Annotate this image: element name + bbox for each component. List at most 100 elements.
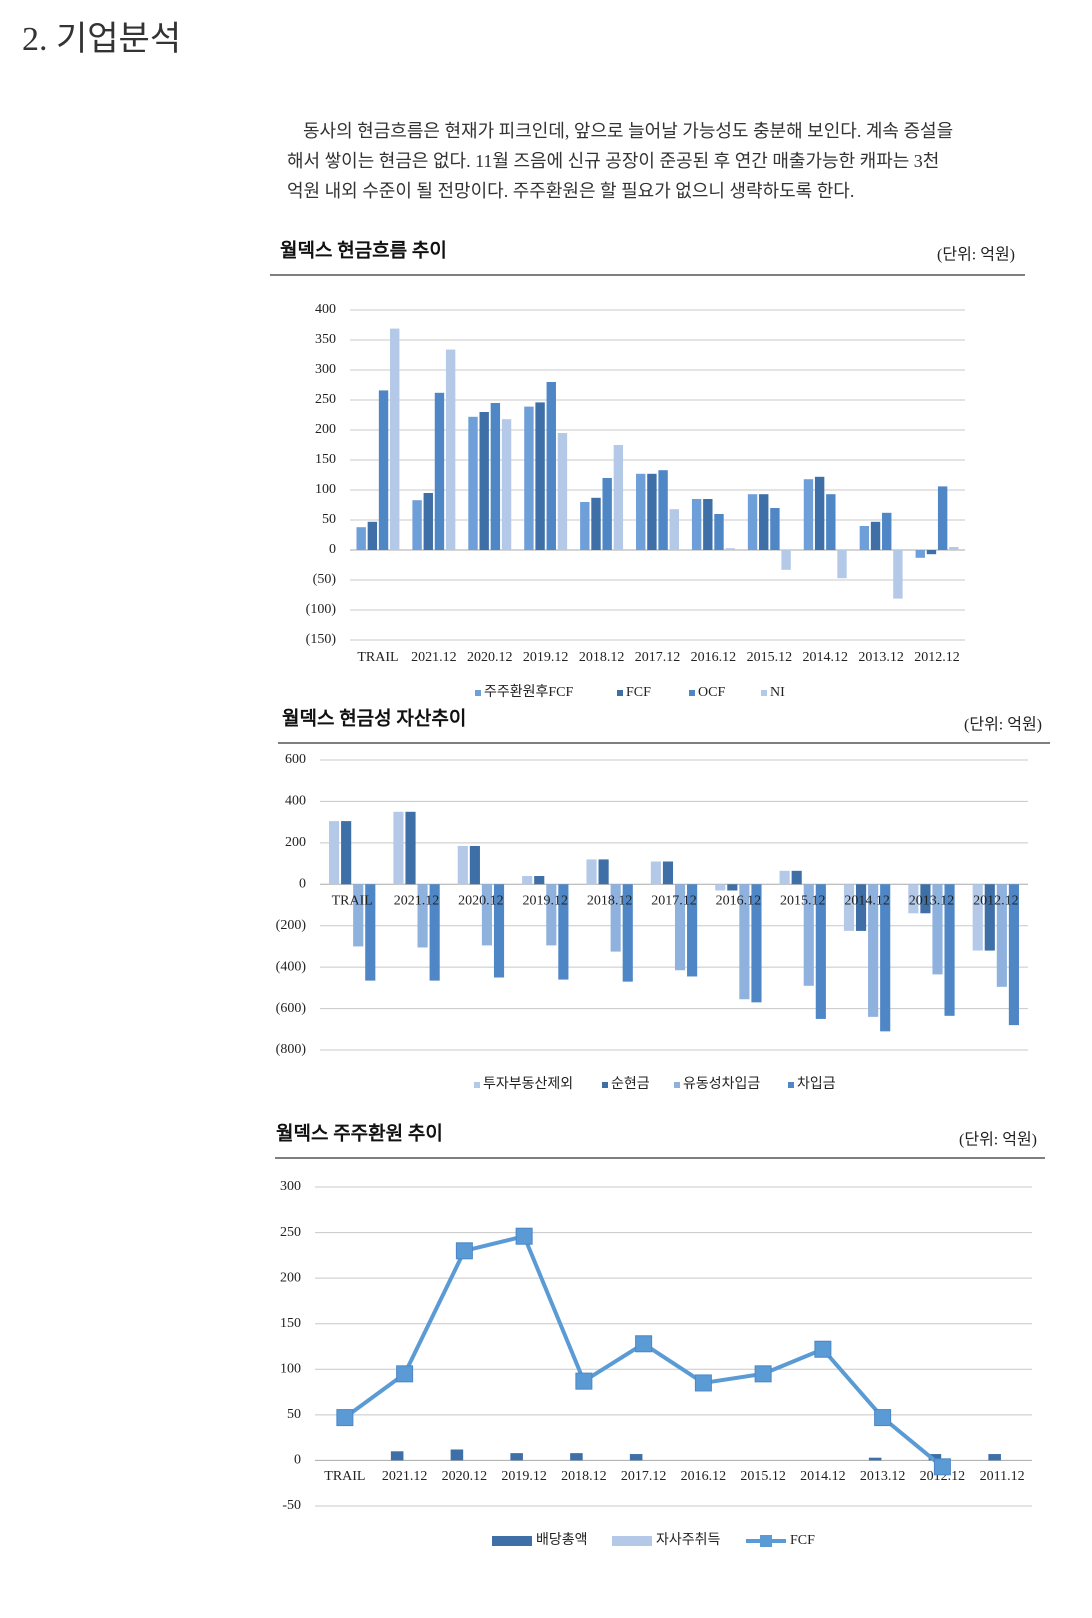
bar — [546, 884, 557, 946]
line-marker — [754, 1365, 772, 1383]
x-tick-label: 2014.12 — [844, 894, 890, 909]
legend-label: 배당총액 — [536, 1532, 588, 1548]
bar — [469, 845, 480, 885]
bar — [629, 1454, 643, 1461]
legend-label: 주주환원후FCF — [484, 684, 574, 700]
bar — [781, 550, 791, 570]
bar — [378, 390, 389, 550]
bar — [703, 499, 713, 550]
legend-label: 순현금 — [611, 1076, 650, 1092]
bar — [759, 494, 769, 550]
bar — [791, 870, 802, 885]
bar — [450, 1449, 464, 1461]
legend-swatch — [689, 690, 695, 696]
bar — [610, 884, 621, 952]
bar — [944, 884, 955, 1016]
x-tick-label: 2019.12 — [501, 1469, 547, 1484]
paragraph-line: 해서 쌓이는 현금은 없다. 11월 즈음에 신규 공장이 준공된 후 연간 매… — [287, 151, 939, 171]
bar — [405, 811, 416, 885]
y-tick-label: 200 — [315, 422, 336, 437]
bar — [457, 845, 468, 885]
bar — [770, 508, 780, 550]
bar — [880, 884, 891, 1032]
x-tick-label: 2011.12 — [980, 1469, 1025, 1484]
legend-label: 투자부동산제외 — [483, 1076, 573, 1092]
y-tick-label: (800) — [276, 1042, 307, 1057]
bar — [843, 884, 855, 931]
x-tick-label: 2018.12 — [579, 650, 625, 665]
x-tick-label: 2020.12 — [442, 1469, 488, 1484]
x-tick-label: TRAIL — [332, 894, 373, 909]
bar — [949, 547, 959, 550]
legend-swatch — [674, 1082, 680, 1088]
y-tick-label: 400 — [285, 794, 306, 809]
bar — [859, 526, 870, 550]
y-tick-label: 0 — [294, 1453, 301, 1468]
section-title: 2. 기업분석 — [22, 21, 181, 58]
line-marker — [814, 1340, 832, 1358]
x-tick-label: 2019.12 — [523, 894, 569, 909]
y-tick-label: 350 — [315, 332, 336, 347]
legend-swatch — [760, 1535, 772, 1547]
bar — [393, 811, 404, 885]
x-tick-label: 2021.12 — [382, 1469, 428, 1484]
y-tick-label: 150 — [280, 1316, 301, 1331]
bar — [715, 884, 726, 891]
bar — [988, 1454, 1001, 1461]
y-tick-label: 100 — [280, 1362, 301, 1377]
bar — [972, 884, 983, 951]
bar — [429, 884, 440, 981]
legend-label: 유동성차입금 — [683, 1076, 760, 1092]
x-tick-label: 2018.12 — [561, 1469, 607, 1484]
bar — [493, 884, 505, 978]
line-marker — [396, 1365, 414, 1383]
chart-title: 월덱스 현금성 자산추이 — [282, 707, 466, 729]
x-tick-label: 2015.12 — [747, 650, 793, 665]
bar — [814, 476, 825, 550]
x-tick-label: 2015.12 — [780, 894, 826, 909]
x-tick-label: TRAIL — [357, 650, 398, 665]
x-tick-label: 2017.12 — [651, 894, 697, 909]
x-tick-label: 2016.12 — [716, 894, 762, 909]
unit-label: (단위: 억원) — [964, 716, 1042, 734]
bar — [882, 512, 892, 550]
x-tick-label: 2014.12 — [802, 650, 848, 665]
y-tick-label: (50) — [313, 572, 337, 587]
bar — [658, 470, 668, 550]
bar — [598, 859, 609, 885]
bar — [365, 884, 376, 981]
legend-swatch — [761, 690, 767, 696]
x-tick-label: 2017.12 — [621, 1469, 667, 1484]
bar — [434, 392, 445, 550]
bar — [647, 473, 657, 550]
bar — [868, 1457, 882, 1461]
legend-swatch — [475, 690, 481, 696]
bar — [580, 502, 590, 550]
bar — [803, 884, 814, 986]
legend-label: FCF — [626, 685, 651, 700]
legend-label: 차입금 — [797, 1076, 836, 1092]
bar — [412, 500, 422, 550]
line-marker — [694, 1374, 712, 1392]
x-tick-label: 2015.12 — [740, 1469, 786, 1484]
x-tick-label: TRAIL — [324, 1469, 365, 1484]
legend-swatch — [602, 1082, 608, 1088]
paragraph-line: 억원 내외 수준이 될 전망이다. 주주환원은 할 필요가 없으니 생략하도록 … — [287, 181, 854, 201]
line-marker — [455, 1242, 473, 1260]
x-tick-label: 2016.12 — [681, 1469, 727, 1484]
x-tick-label: 2013.12 — [909, 894, 955, 909]
bar — [725, 548, 735, 550]
y-tick-label: 50 — [287, 1407, 301, 1422]
legend-swatch — [474, 1082, 480, 1088]
bar — [928, 1454, 942, 1461]
bar — [826, 494, 836, 550]
bar — [714, 514, 724, 550]
bar — [423, 493, 433, 550]
bar — [445, 349, 456, 550]
bar — [479, 412, 489, 550]
x-tick-label: 2020.12 — [458, 894, 504, 909]
bar — [417, 884, 428, 948]
bar — [522, 876, 533, 885]
